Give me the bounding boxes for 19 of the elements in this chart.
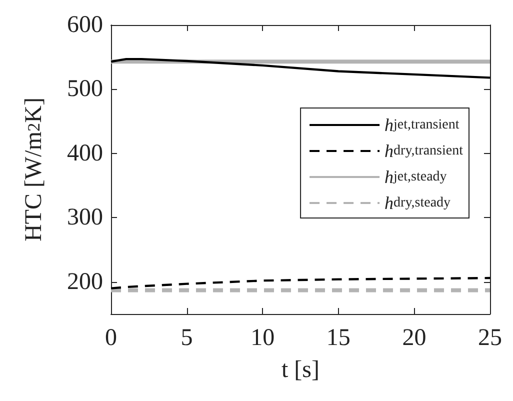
x-tick-label: 15 xyxy=(326,325,350,351)
line-series xyxy=(110,276,492,290)
legend-label: hjet,transient xyxy=(384,115,460,135)
x-tick-label: 25 xyxy=(478,325,502,351)
x-tick-label: 0 xyxy=(105,325,117,351)
x-axis-title: t [s] xyxy=(282,357,320,383)
line-series xyxy=(110,58,492,79)
legend-label: hdry,steady xyxy=(384,193,451,213)
legend-label: hdry,transient xyxy=(384,141,464,161)
y-tick-label: 400 xyxy=(67,140,103,166)
x-tick-label: 10 xyxy=(250,325,275,351)
legend-label: hjet,steady xyxy=(384,167,447,187)
y-axis-title: HTC [W/m2K] xyxy=(21,98,48,242)
y-tick-label: 500 xyxy=(67,76,103,102)
x-tick-label: 5 xyxy=(180,325,193,351)
y-tick-label: 600 xyxy=(67,12,103,38)
x-tick-label: 20 xyxy=(402,325,426,351)
y-tick-label: 300 xyxy=(67,204,103,231)
y-tick-label: 200 xyxy=(67,268,103,295)
